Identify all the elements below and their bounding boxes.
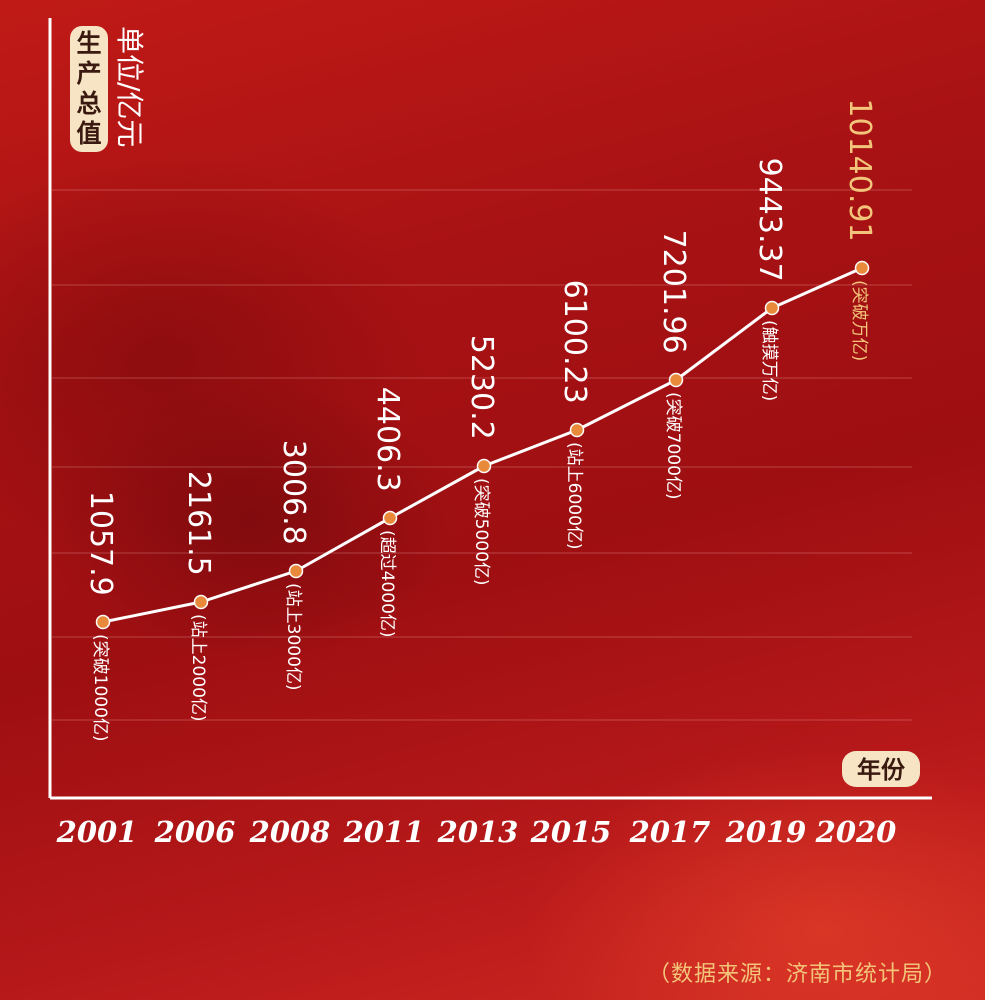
axes xyxy=(48,18,932,800)
x-tick-2015: 2015 xyxy=(530,815,612,849)
value-label-2017: 7201.96 xyxy=(656,230,691,354)
gridlines xyxy=(52,189,912,721)
data-point-2006 xyxy=(193,594,209,610)
annotation-2020: (突破万亿) xyxy=(849,280,869,361)
value-label-2019: 9443.37 xyxy=(752,158,787,282)
data-points xyxy=(95,260,870,630)
data-point-2017 xyxy=(668,372,684,388)
value-label-2008: 3006.8 xyxy=(276,440,311,545)
value-label-2006: 2161.5 xyxy=(181,471,216,576)
x-tick-2006: 2006 xyxy=(154,815,236,849)
x-tick-2013: 2013 xyxy=(437,815,519,849)
data-labels: 1057.9 (突破1000亿) 2161.5 (站上2000亿) 3006.8 (站上3… xyxy=(83,98,877,741)
title-tag-char: 产 xyxy=(76,59,101,88)
data-point-2020 xyxy=(854,260,870,276)
x-tick-2017: 2017 xyxy=(629,815,711,849)
data-point-2001 xyxy=(95,614,111,630)
x-tick-2001: 2001 xyxy=(56,815,138,849)
title-tag-bg xyxy=(70,26,108,152)
x-tick-2008: 2008 xyxy=(249,815,331,849)
unit-label: 单位/亿元 xyxy=(113,26,146,147)
annotation-2015: (站上6000亿) xyxy=(564,442,584,550)
x-tick-2019: 2019 xyxy=(725,815,807,849)
annotation-2006: (站上2000亿) xyxy=(188,614,208,722)
annotation-2011: (超过4000亿) xyxy=(377,530,397,638)
title-tag-char: 值 xyxy=(76,119,101,148)
value-label-2013: 5230.2 xyxy=(464,335,499,440)
data-point-2011 xyxy=(382,510,398,526)
annotation-2017: (突破7000亿) xyxy=(663,392,683,500)
annotation-2019: (触摸万亿) xyxy=(759,320,779,401)
x-axis-label: 年份 xyxy=(857,756,906,784)
x-label-tag-bg xyxy=(842,751,920,787)
value-label-2011: 4406.3 xyxy=(370,387,405,492)
data-point-2008 xyxy=(288,563,304,579)
x-tick-2020: 2020 xyxy=(815,815,897,849)
title-tag-char: 总 xyxy=(76,89,101,118)
title-tag-char: 生 xyxy=(76,29,101,58)
data-point-2015 xyxy=(569,422,585,438)
annotation-2001: (突破1000亿) xyxy=(90,634,110,742)
annotation-2013: (突破5000亿) xyxy=(471,478,491,586)
data-point-2019 xyxy=(764,300,780,316)
value-label-2015: 6100.23 xyxy=(557,280,592,404)
value-label-2020: 10140.91 xyxy=(842,98,877,241)
data-point-2013 xyxy=(476,458,492,474)
annotation-2008: (站上3000亿) xyxy=(283,583,303,691)
value-label-2001: 1057.9 xyxy=(83,491,118,596)
x-tick-labels: 2001 2006 2008 2011 2013 2015 2017 2019 2020 xyxy=(56,815,897,849)
x-tick-2011: 2011 xyxy=(343,815,425,849)
source-note: （数据来源：济南市统计局） xyxy=(647,962,947,987)
